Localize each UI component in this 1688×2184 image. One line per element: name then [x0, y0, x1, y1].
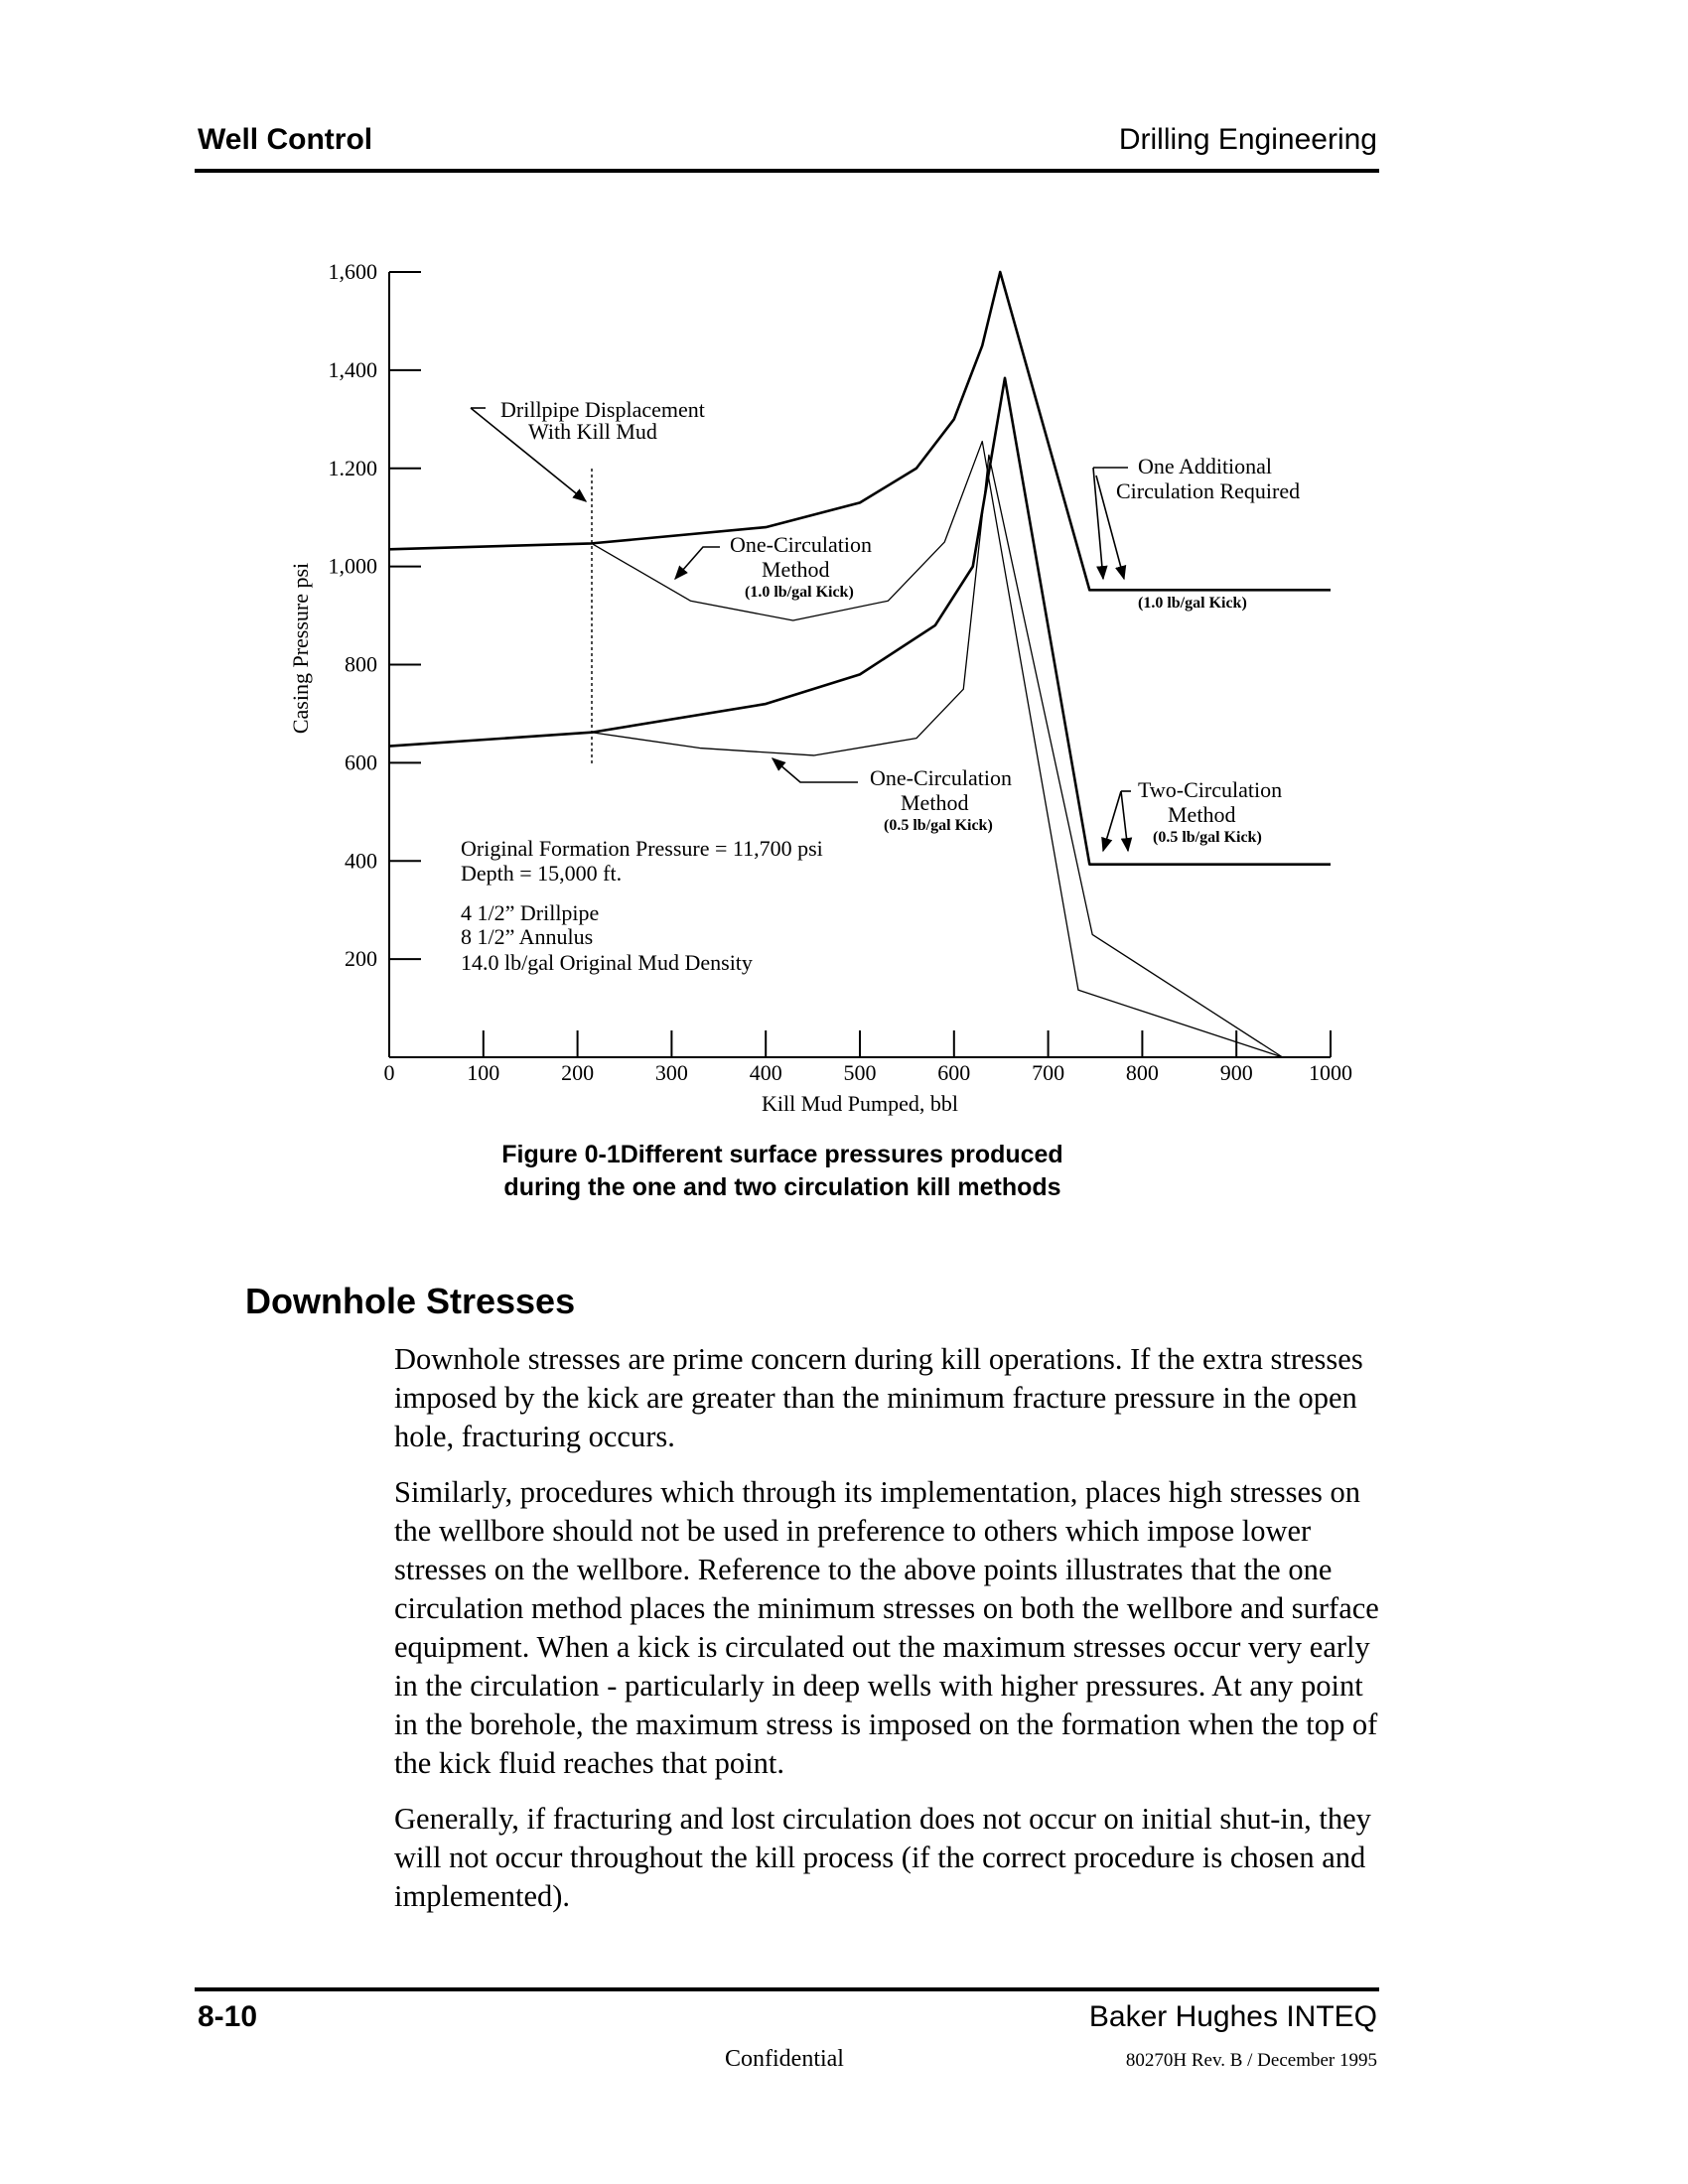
annotation: Depth = 15,000 ft. — [461, 861, 622, 886]
x-tick-label: 0 — [384, 1060, 395, 1085]
annotation: Drillpipe Displacement — [500, 397, 705, 422]
y-tick-label: 1.200 — [329, 456, 378, 480]
annotation: 4 1/2” Drillpipe — [461, 900, 599, 925]
annotation: Two-Circulation — [1138, 777, 1282, 802]
annotation: 14.0 lb/gal Original Mud Density — [461, 950, 753, 975]
footer-rule — [195, 1987, 1379, 1991]
annotation: Method — [762, 557, 829, 582]
figure-caption: Figure 0-1Different surface pressures pr… — [501, 1141, 1062, 1168]
y-tick-label: 800 — [345, 652, 377, 677]
annotation-arrows — [470, 407, 1133, 853]
section-heading: Downhole Stresses — [245, 1281, 576, 1321]
revision: 80270H Rev. B / December 1995 — [1126, 2050, 1377, 2071]
annotation: Method — [901, 790, 968, 815]
y-tick-label: 1,000 — [329, 554, 378, 579]
paragraph: Similarly, procedures which through its … — [394, 1475, 1379, 1780]
x-tick-label: 300 — [655, 1060, 688, 1085]
figure-caption: during the one and two circulation kill … — [503, 1173, 1060, 1201]
annotation: Method — [1168, 802, 1235, 827]
page-number: 8-10 — [198, 2000, 257, 2033]
annotation: One Additional — [1138, 454, 1272, 478]
x-axis-label: Kill Mud Pumped, bbl — [762, 1091, 958, 1116]
annotation: (1.0 lb/gal Kick) — [1138, 595, 1247, 612]
y-tick-label: 1,600 — [329, 259, 378, 284]
y-tick-label: 400 — [345, 848, 377, 873]
company: Baker Hughes INTEQ — [1089, 2000, 1377, 2033]
x-tick-label: 100 — [467, 1060, 499, 1085]
y-tick-label: 1,400 — [329, 357, 378, 382]
annotation: One-Circulation — [730, 532, 872, 557]
annotation: One-Circulation — [870, 765, 1012, 790]
annotation: With Kill Mud — [528, 419, 657, 444]
y-tick-label: 200 — [345, 946, 377, 971]
x-tick-label: 900 — [1220, 1060, 1253, 1085]
x-tick-label: 1000 — [1309, 1060, 1352, 1085]
confidential: Confidential — [725, 2046, 844, 2072]
header-left: Well Control — [198, 123, 372, 156]
x-tick-label: 600 — [937, 1060, 970, 1085]
header-rule — [195, 169, 1379, 173]
annotation: (0.5 lb/gal Kick) — [1153, 829, 1262, 846]
annotation: (1.0 lb/gal Kick) — [745, 584, 854, 601]
data-line — [388, 376, 1331, 867]
annotation: (0.5 lb/gal Kick) — [884, 817, 993, 834]
x-tick-label: 400 — [750, 1060, 782, 1085]
data-line — [591, 440, 1283, 1058]
annotation: Circulation Required — [1116, 478, 1300, 503]
paragraph: Downhole stresses are prime concern duri… — [394, 1342, 1363, 1453]
annotation: Original Formation Pressure = 11,700 psi — [461, 836, 823, 861]
data-line — [591, 454, 1284, 1058]
x-tick-label: 500 — [844, 1060, 877, 1085]
annotation: 8 1/2” Annulus — [461, 924, 593, 949]
x-tick-label: 800 — [1126, 1060, 1159, 1085]
y-axis-label: Casing Pressure psi — [288, 563, 313, 734]
header-right: Drilling Engineering — [1119, 123, 1377, 156]
y-tick-label: 600 — [345, 750, 377, 774]
x-tick-label: 200 — [561, 1060, 594, 1085]
section-body: Downhole stresses are prime concern duri… — [394, 1340, 1382, 1933]
x-tick-label: 700 — [1032, 1060, 1064, 1085]
data-line — [388, 270, 1331, 592]
paragraph: Generally, if fracturing and lost circul… — [394, 1802, 1371, 1913]
